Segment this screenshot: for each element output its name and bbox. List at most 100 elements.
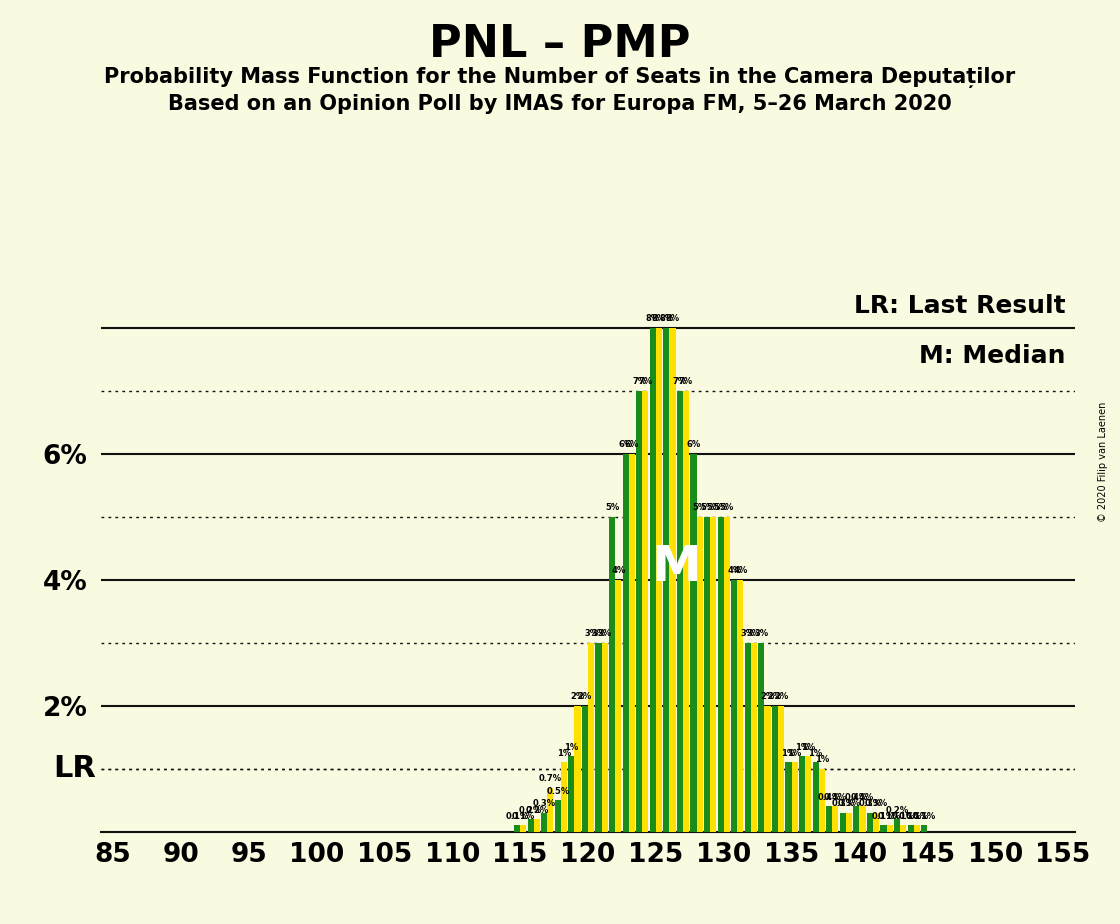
Text: 3%: 3% — [591, 629, 606, 638]
Bar — [697, 517, 702, 832]
Text: 0.4%: 0.4% — [851, 793, 874, 802]
Bar — [718, 517, 724, 832]
Bar — [880, 825, 887, 832]
Bar — [588, 642, 594, 832]
Bar — [520, 825, 526, 832]
Bar — [656, 328, 662, 832]
Bar — [528, 819, 534, 832]
Bar — [710, 517, 717, 832]
Text: 6%: 6% — [618, 440, 633, 449]
Text: 3%: 3% — [598, 629, 612, 638]
Bar — [737, 579, 744, 832]
Text: Probability Mass Function for the Number of Seats in the Camera Deputaților: Probability Mass Function for the Number… — [104, 67, 1016, 88]
Bar — [872, 813, 879, 832]
Text: 8%: 8% — [660, 314, 673, 323]
Text: 1%: 1% — [782, 748, 795, 758]
Text: 5%: 5% — [700, 504, 715, 512]
Bar — [541, 813, 548, 832]
Text: 0.1%: 0.1% — [505, 812, 529, 821]
Bar — [799, 756, 805, 832]
Text: 0.2%: 0.2% — [525, 806, 549, 815]
Text: 8%: 8% — [652, 314, 666, 323]
Bar — [921, 825, 927, 832]
Text: 5%: 5% — [706, 504, 720, 512]
Bar — [724, 517, 730, 832]
Bar — [609, 517, 615, 832]
Text: 5%: 5% — [605, 504, 619, 512]
Text: 1%: 1% — [787, 748, 802, 758]
Text: 1%: 1% — [795, 743, 810, 751]
Text: 0.2%: 0.2% — [519, 806, 542, 815]
Text: 2%: 2% — [768, 692, 782, 701]
Bar — [676, 391, 683, 832]
Bar — [765, 706, 771, 832]
Text: Based on an Opinion Poll by IMAS for Europa FM, 5–26 March 2020: Based on an Opinion Poll by IMAS for Eur… — [168, 94, 952, 115]
Bar — [907, 825, 914, 832]
Bar — [601, 642, 608, 832]
Text: 0.4%: 0.4% — [818, 793, 841, 802]
Text: 2%: 2% — [570, 692, 585, 701]
Text: LR: LR — [53, 754, 96, 784]
Bar — [582, 706, 588, 832]
Text: 0.4%: 0.4% — [823, 793, 847, 802]
Bar — [827, 807, 832, 832]
Bar — [792, 762, 797, 832]
Text: M: Median: M: Median — [918, 344, 1065, 368]
Bar — [623, 454, 628, 832]
Text: 0.3%: 0.3% — [838, 799, 860, 808]
Bar — [554, 800, 561, 832]
Bar — [778, 706, 784, 832]
Bar — [914, 825, 920, 832]
Text: 7%: 7% — [679, 377, 693, 386]
Text: 4%: 4% — [727, 566, 741, 575]
Text: 3%: 3% — [740, 629, 755, 638]
Bar — [615, 579, 622, 832]
Text: 1%: 1% — [809, 748, 823, 758]
Text: M: M — [652, 543, 701, 591]
Text: 0.3%: 0.3% — [831, 799, 855, 808]
Bar — [642, 391, 648, 832]
Bar — [650, 328, 656, 832]
Text: 0.1%: 0.1% — [878, 812, 902, 821]
Text: 3%: 3% — [584, 629, 598, 638]
Bar — [867, 813, 872, 832]
Bar — [731, 579, 737, 832]
Text: 5%: 5% — [713, 504, 728, 512]
Text: 0.3%: 0.3% — [858, 799, 881, 808]
Text: 0.1%: 0.1% — [871, 812, 895, 821]
Bar — [683, 391, 689, 832]
Text: 5%: 5% — [720, 504, 734, 512]
Text: 5%: 5% — [692, 504, 707, 512]
Bar — [750, 642, 757, 832]
Bar — [690, 454, 697, 832]
Text: 1%: 1% — [557, 748, 571, 758]
Text: 6%: 6% — [625, 440, 638, 449]
Bar — [894, 819, 900, 832]
Text: 7%: 7% — [638, 377, 653, 386]
Bar — [670, 328, 675, 832]
Bar — [819, 769, 824, 832]
Text: PNL – PMP: PNL – PMP — [429, 23, 691, 67]
Bar — [745, 642, 750, 832]
Bar — [514, 825, 520, 832]
Text: 2%: 2% — [760, 692, 775, 701]
Text: 6%: 6% — [687, 440, 701, 449]
Bar — [758, 642, 765, 832]
Bar — [859, 807, 866, 832]
Text: 0.1%: 0.1% — [512, 812, 535, 821]
Bar — [853, 807, 859, 832]
Bar — [663, 328, 670, 832]
Bar — [887, 825, 893, 832]
Text: LR: Last Result: LR: Last Result — [853, 294, 1065, 318]
Bar — [628, 454, 635, 832]
Bar — [636, 391, 642, 832]
Bar — [568, 756, 575, 832]
Bar — [813, 762, 819, 832]
Text: 7%: 7% — [632, 377, 646, 386]
Bar — [785, 762, 792, 832]
Text: 0.1%: 0.1% — [892, 812, 915, 821]
Text: 0.3%: 0.3% — [865, 799, 888, 808]
Text: 4%: 4% — [734, 566, 747, 575]
Bar — [704, 517, 710, 832]
Text: 1%: 1% — [801, 743, 815, 751]
